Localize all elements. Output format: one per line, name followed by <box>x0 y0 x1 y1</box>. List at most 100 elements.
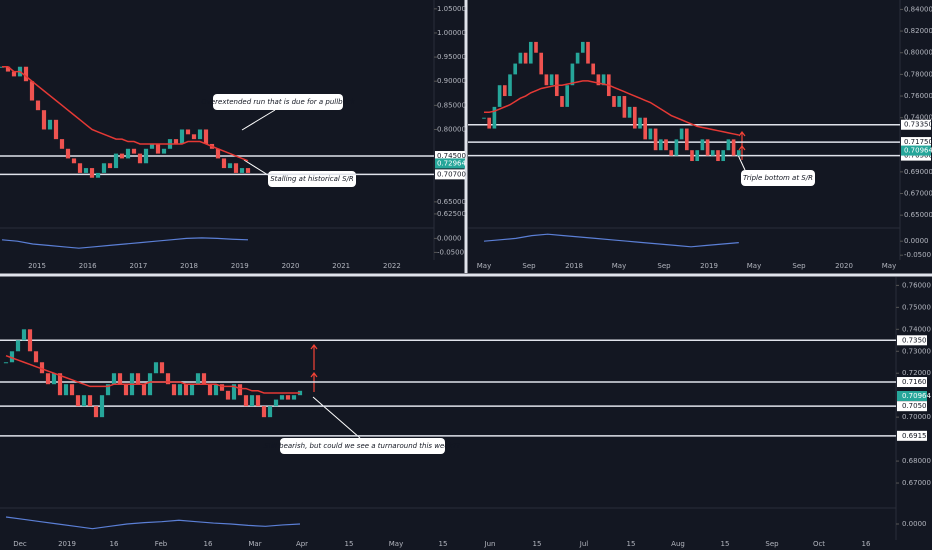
x-tick-label: 15 <box>627 540 636 548</box>
candle <box>173 139 179 144</box>
level-label: 0.73350 <box>904 121 932 129</box>
y-tick-label: 0.82000 <box>904 27 932 35</box>
candle <box>11 71 17 77</box>
x-tick-label: Jun <box>484 540 496 548</box>
arrow <box>310 344 318 370</box>
callout-box <box>213 94 343 110</box>
candle <box>586 41 590 64</box>
y-tick-label: 0.70000 <box>902 413 931 421</box>
oscillator <box>5 516 301 530</box>
level-label-box <box>897 401 927 412</box>
candle <box>69 384 75 396</box>
x-tick-label: Aug <box>671 540 685 548</box>
candle <box>716 150 720 162</box>
y-tick-label: 0.68000 <box>902 457 931 465</box>
candle <box>5 66 11 72</box>
candle <box>155 143 161 154</box>
candle <box>189 384 195 396</box>
candle <box>726 139 731 151</box>
candle <box>690 150 694 162</box>
oscillator <box>1 237 249 249</box>
x-tick-label: 16 <box>204 540 213 548</box>
candle <box>482 117 486 119</box>
candle <box>612 96 616 107</box>
candle <box>59 139 65 149</box>
y-tick-label: 0.95000 <box>437 53 466 61</box>
level-label-box <box>901 137 931 148</box>
x-tick-label: 15 <box>721 540 730 548</box>
candle <box>565 85 570 107</box>
candle <box>101 163 107 173</box>
arrows <box>310 131 746 392</box>
level-label-box <box>435 151 465 162</box>
candle <box>71 158 77 164</box>
candle <box>219 384 225 391</box>
candle <box>135 373 141 385</box>
candle <box>137 153 143 164</box>
candle <box>674 139 679 156</box>
candle <box>149 143 155 149</box>
candle <box>95 172 101 178</box>
candle <box>161 148 167 154</box>
oscillator <box>483 233 739 248</box>
x-tick-label: 2019 <box>58 540 76 548</box>
y-tick-label: 0.78000 <box>904 70 932 78</box>
x-tick-label: 16 <box>110 540 119 548</box>
x-tick-label: 2022 <box>383 262 401 270</box>
candle <box>508 74 512 97</box>
y-tick-label: 0.84000 <box>904 5 932 13</box>
x-tick-label: 2015 <box>28 262 46 270</box>
candle <box>669 150 674 156</box>
candle <box>596 74 601 86</box>
x-tick-label: May <box>747 262 761 270</box>
x-tick-label: Apr <box>296 540 308 548</box>
y-tick-label: 0.80000 <box>437 125 466 133</box>
x-tick-label: 15 <box>439 540 448 548</box>
x-tick-label: Sep <box>522 262 536 270</box>
candle <box>143 148 149 164</box>
candle <box>684 128 689 151</box>
candle <box>622 96 627 118</box>
level-label: 0.70500 <box>902 402 931 410</box>
level-label-box <box>435 169 465 180</box>
candle <box>117 373 123 385</box>
candle <box>658 139 663 151</box>
candle <box>231 384 237 400</box>
candle <box>710 150 715 156</box>
candle <box>627 106 632 118</box>
y-tick-label: 0.85000 <box>437 101 466 109</box>
candle <box>267 406 273 418</box>
candle <box>695 150 700 162</box>
candle <box>65 148 71 159</box>
y-tick-label: 0.65000 <box>437 198 466 206</box>
candle <box>544 74 549 86</box>
arrow <box>738 145 746 160</box>
level-label: 0.74500 <box>437 152 466 160</box>
candle <box>191 134 197 140</box>
candle <box>165 373 171 385</box>
y-tick-label: 0.73000 <box>902 347 931 355</box>
candle <box>203 129 209 144</box>
level-label: 0.70500 <box>904 152 932 160</box>
x-tick-label: Dec <box>13 540 27 548</box>
callout-pointer <box>241 109 276 131</box>
candle <box>534 41 538 53</box>
y-tick-label: 1.05000 <box>437 5 466 13</box>
candle <box>51 373 57 385</box>
candle <box>549 74 554 86</box>
candle <box>75 395 81 407</box>
price-label: 0.70964 <box>904 147 932 155</box>
x-tick-label: Feb <box>155 540 168 548</box>
x-tick-label: 2019 <box>700 262 718 270</box>
x-tick-label: 2020 <box>835 262 853 270</box>
candle <box>9 351 15 363</box>
price-label-box <box>897 390 927 401</box>
candle <box>23 66 29 82</box>
candle <box>601 74 606 86</box>
x-tick-label: 2016 <box>79 262 97 270</box>
x-tick-label: May <box>612 262 626 270</box>
candle <box>700 139 705 151</box>
y-tick-label: 0.65000 <box>904 211 932 219</box>
x-tick-label: 15 <box>345 540 354 548</box>
level-label: 0.70700 <box>437 170 466 178</box>
